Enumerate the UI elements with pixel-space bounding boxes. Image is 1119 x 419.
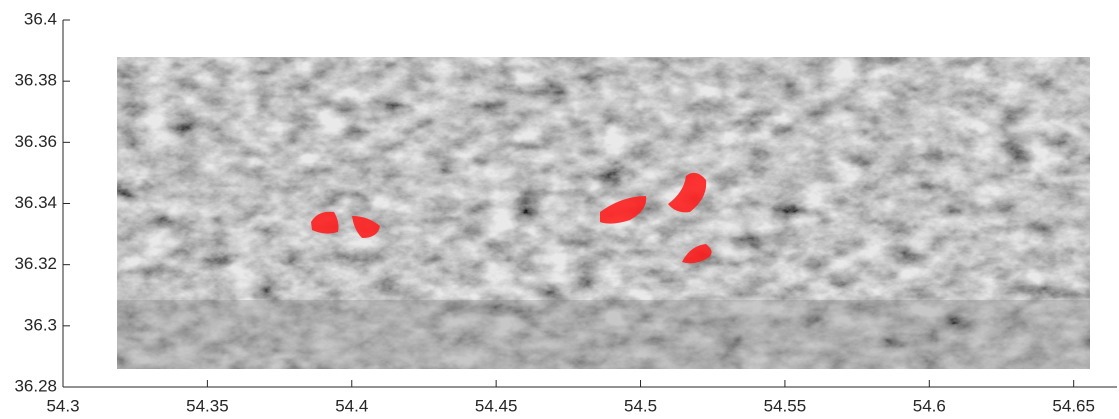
y-tick-label: 36.36 [14, 132, 57, 151]
y-tick-label: 36.3 [24, 315, 57, 334]
x-tick-label: 54.45 [475, 396, 518, 415]
x-tick-label: 54.5 [624, 396, 657, 415]
y-tick-label: 36.34 [14, 193, 57, 212]
y-tick-label: 36.28 [14, 376, 57, 395]
x-tick-label: 54.35 [186, 396, 229, 415]
x-tick-label: 54.65 [1052, 396, 1095, 415]
y-tick-label: 36.38 [14, 71, 57, 90]
map-figure: 36.28 36.3 36.32 36.34 36.36 36.38 36.4 54.3 54.… [0, 0, 1119, 419]
x-tick-label: 54.55 [764, 396, 807, 415]
x-tick-label: 54.3 [46, 396, 79, 415]
x-tick-label: 54.4 [335, 396, 368, 415]
y-tick-label: 36.32 [14, 254, 57, 273]
x-tick-label: 54.6 [913, 396, 946, 415]
y-tick-label: 36.4 [24, 9, 57, 28]
